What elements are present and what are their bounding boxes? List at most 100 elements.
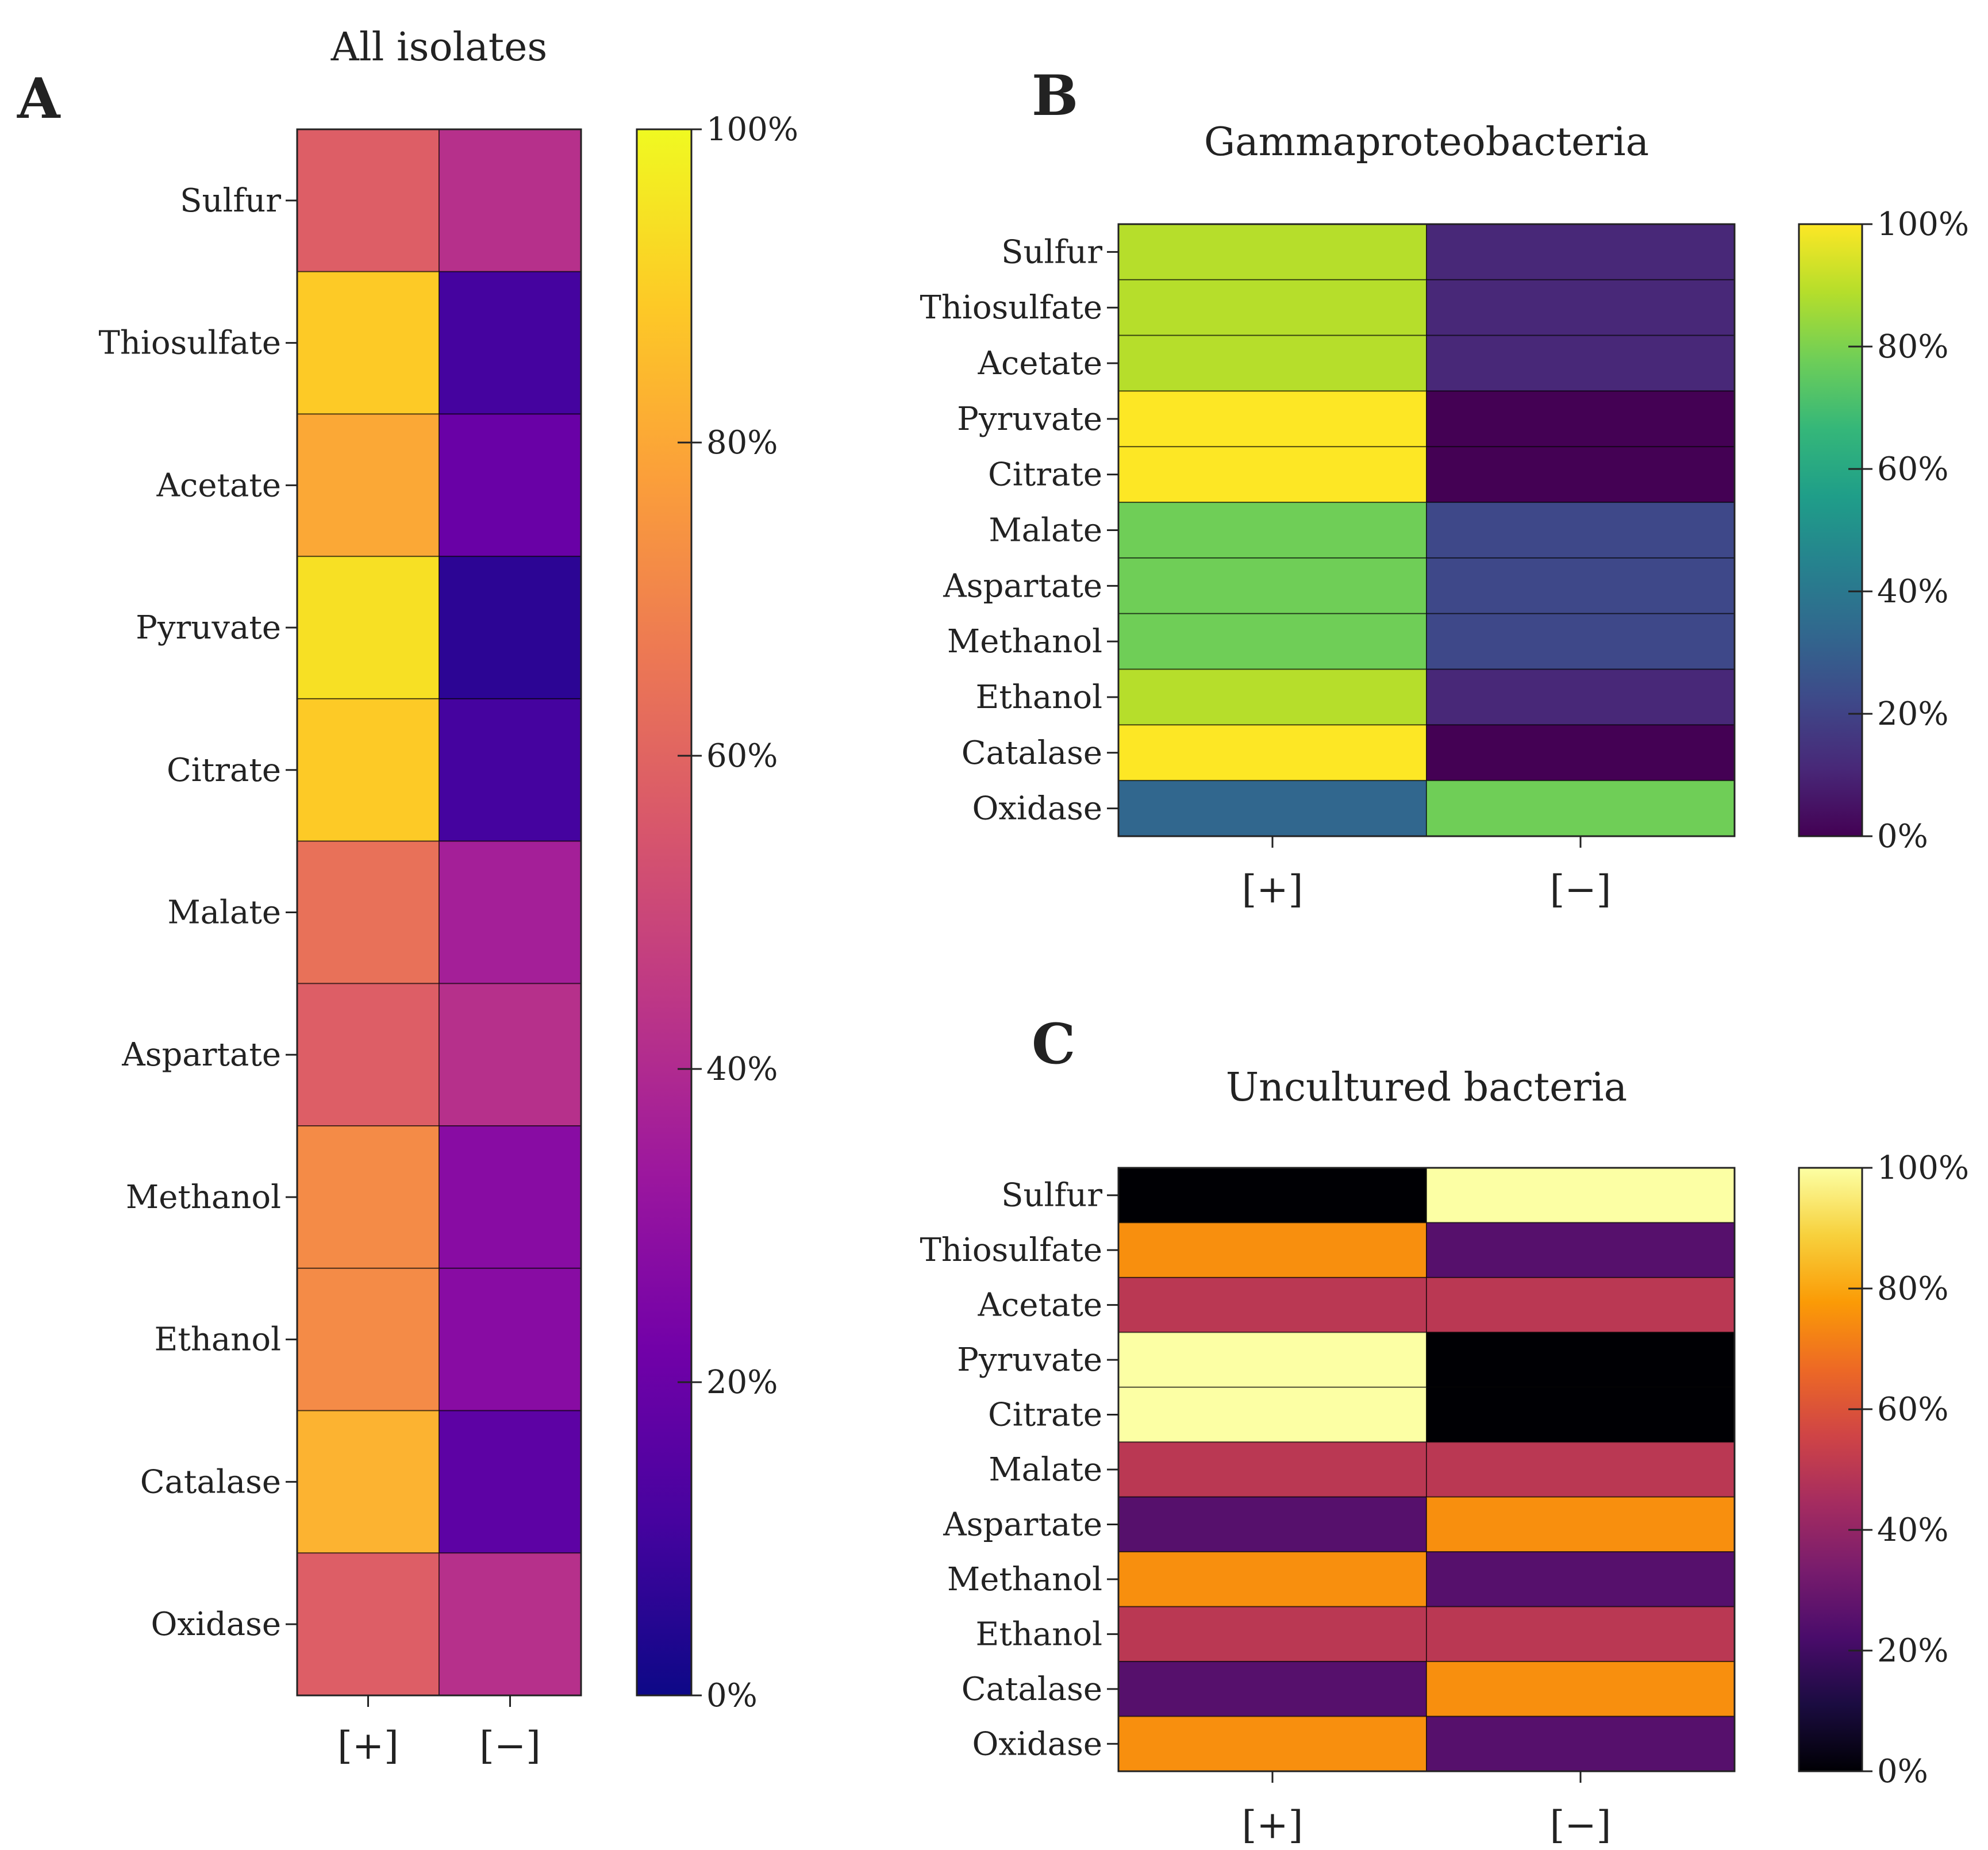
heatmap-cell-sulfur-positive xyxy=(1118,224,1427,280)
column-label-negative: [−] xyxy=(479,1724,541,1768)
heatmap-cell-ethanol-negative xyxy=(1426,668,1735,726)
row-label-pyruvate: Pyruvate xyxy=(136,609,281,647)
heatmap-cell-sulfur-negative xyxy=(1426,1167,1735,1224)
column-label-negative: [−] xyxy=(1550,867,1612,911)
colorbar-tick-label: 40% xyxy=(1877,1511,1948,1549)
heatmap-cell-pyruvate-negative xyxy=(1426,390,1735,448)
heatmap-cell-oxidase-negative xyxy=(1426,780,1735,837)
column-label-positive: [+] xyxy=(1242,1803,1303,1847)
heatmap-cell-ethanol-positive xyxy=(1118,1606,1427,1663)
heatmap-cell-aspartate-negative xyxy=(439,983,582,1127)
panel-title-gammaproteobacteria: Gammaproteobacteria xyxy=(1204,120,1649,165)
row-label-catalase: Catalase xyxy=(962,734,1102,772)
row-label-methanol: Methanol xyxy=(947,1561,1102,1598)
row-label-aspartate: Aspartate xyxy=(121,1036,281,1074)
row-label-pyruvate: Pyruvate xyxy=(957,1341,1102,1379)
heatmap-cell-acetate-positive xyxy=(1118,334,1427,392)
heatmap-cell-thiosulfate-negative xyxy=(1426,1222,1735,1278)
heatmap-cell-oxidase-positive xyxy=(1118,1716,1427,1772)
heatmap-cell-citrate-negative xyxy=(439,698,582,842)
row-label-acetate: Acetate xyxy=(978,345,1102,382)
heatmap-cell-ethanol-negative xyxy=(1426,1606,1735,1663)
heatmap-cell-ethanol-negative xyxy=(439,1267,582,1411)
colorbar-tick-label: 40% xyxy=(1877,573,1948,610)
row-label-oxidase: Oxidase xyxy=(972,1725,1102,1763)
row-label-citrate: Citrate xyxy=(167,752,281,789)
heatmap-cell-thiosulfate-negative xyxy=(1426,279,1735,336)
row-label-acetate: Acetate xyxy=(156,467,281,504)
row-label-ethanol: Ethanol xyxy=(154,1321,281,1359)
colorbar-tick-label: 60% xyxy=(706,737,778,775)
row-label-acetate: Acetate xyxy=(978,1287,1102,1324)
heatmap-cell-oxidase-positive xyxy=(297,1552,440,1696)
heatmap-cell-catalase-positive xyxy=(1118,1661,1427,1717)
colorbar-tick-label: 60% xyxy=(1877,451,1948,488)
heatmap-cell-methanol-positive xyxy=(297,1125,440,1269)
heatmap-cell-catalase-negative xyxy=(439,1410,582,1554)
colorbar-tick-label: 0% xyxy=(706,1677,757,1714)
heatmap-cell-methanol-negative xyxy=(439,1125,582,1269)
colorbar-tick-label: 60% xyxy=(1877,1391,1948,1428)
heatmap-cell-thiosulfate-positive xyxy=(1118,279,1427,336)
heatmap-cell-aspartate-negative xyxy=(1426,1496,1735,1553)
colorbar-tick-label: 80% xyxy=(1877,328,1948,366)
column-label-negative: [−] xyxy=(1550,1803,1612,1847)
panel-letter-a: A xyxy=(17,66,61,131)
heatmap-cell-sulfur-negative xyxy=(1426,224,1735,280)
heatmap-cell-thiosulfate-negative xyxy=(439,271,582,415)
row-label-thiosulfate: Thiosulfate xyxy=(98,325,281,362)
heatmap-cell-oxidase-negative xyxy=(439,1552,582,1696)
heatmap-cell-catalase-negative xyxy=(1426,724,1735,782)
heatmap-cell-aspartate-positive xyxy=(1118,557,1427,614)
heatmap-cell-acetate-negative xyxy=(439,413,582,557)
colorbar-tick-label: 0% xyxy=(1877,1753,1928,1790)
heatmap-cell-thiosulfate-positive xyxy=(297,271,440,415)
heatmap-cell-catalase-positive xyxy=(297,1410,440,1554)
row-label-thiosulfate: Thiosulfate xyxy=(920,289,1102,326)
heatmap-cell-pyruvate-positive xyxy=(1118,390,1427,448)
row-label-malate: Malate xyxy=(989,512,1102,549)
colorbar-tick-label: 20% xyxy=(706,1364,778,1401)
row-label-malate: Malate xyxy=(167,894,281,932)
row-label-citrate: Citrate xyxy=(988,1397,1102,1434)
column-label-positive: [+] xyxy=(337,1724,399,1768)
colorbar-tick-label: 80% xyxy=(1877,1270,1948,1307)
row-label-methanol: Methanol xyxy=(947,623,1102,660)
heatmap-cell-methanol-positive xyxy=(1118,1551,1427,1607)
heatmap-cell-malate-positive xyxy=(1118,1441,1427,1498)
row-label-citrate: Citrate xyxy=(988,456,1102,494)
colorbar-tick-label: 100% xyxy=(1877,206,1969,243)
colorbar-tick-label: 40% xyxy=(706,1051,778,1088)
row-label-oxidase: Oxidase xyxy=(972,790,1102,828)
heatmap-cell-aspartate-positive xyxy=(1118,1496,1427,1553)
colorbar-tick-label: 100% xyxy=(706,111,798,148)
colorbar-tick-label: 100% xyxy=(1877,1149,1969,1187)
row-label-catalase: Catalase xyxy=(140,1463,281,1501)
heatmap-cell-methanol-positive xyxy=(1118,613,1427,670)
row-label-aspartate: Aspartate xyxy=(943,567,1102,605)
heatmap-panel-uncultured-bacteria: Uncultured bacteria Sulfur Thiosulfate Acet… xyxy=(920,1065,1969,1847)
heatmap-cell-malate-positive xyxy=(297,840,440,984)
heatmap-cell-methanol-negative xyxy=(1426,1551,1735,1607)
heatmap-cell-ethanol-positive xyxy=(1118,668,1427,726)
heatmap-cell-pyruvate-negative xyxy=(1426,1332,1735,1388)
row-label-catalase: Catalase xyxy=(962,1671,1102,1708)
row-label-sulfur: Sulfur xyxy=(180,182,281,220)
row-label-oxidase: Oxidase xyxy=(151,1606,281,1643)
heatmap-cell-catalase-negative xyxy=(1426,1661,1735,1717)
row-label-methanol: Methanol xyxy=(126,1179,281,1216)
heatmap-cell-sulfur-negative xyxy=(439,129,582,272)
colorbar-tick-label: 20% xyxy=(1877,695,1948,733)
colorbar xyxy=(1798,1167,1863,1772)
heatmap-cell-oxidase-positive xyxy=(1118,780,1427,837)
heatmap-cell-citrate-positive xyxy=(297,698,440,842)
heatmap-cell-acetate-negative xyxy=(1426,334,1735,392)
heatmap-cell-malate-negative xyxy=(439,840,582,984)
colorbar xyxy=(636,128,693,1697)
heatmap-cell-pyruvate-positive xyxy=(1118,1332,1427,1388)
row-label-malate: Malate xyxy=(989,1451,1102,1489)
row-label-thiosulfate: Thiosulfate xyxy=(920,1232,1102,1269)
panel-title-uncultured-bacteria: Uncultured bacteria xyxy=(1226,1065,1627,1110)
row-label-sulfur: Sulfur xyxy=(1001,233,1102,271)
